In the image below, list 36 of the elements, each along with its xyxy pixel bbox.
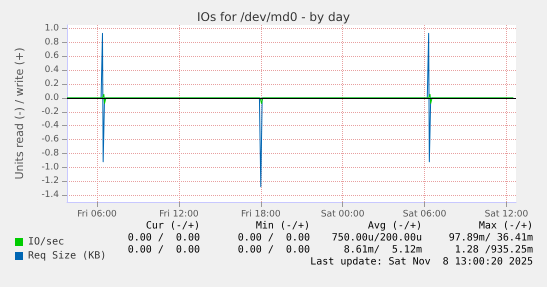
text: Max (-/+)	[478, 220, 533, 232]
y-tick-label: 0.6	[44, 51, 60, 62]
legend-label: IO/sec	[28, 236, 64, 248]
y-tick-label: -0.4	[41, 120, 60, 131]
text: 0.00 / 0.00	[128, 244, 200, 256]
x-tick-label: Fri 18:00	[241, 210, 281, 220]
text: Avg (-/+)	[368, 220, 422, 232]
y-tick-label: -0.2	[41, 106, 59, 117]
y-axis-title: Units read (-) / write (+)	[13, 47, 26, 180]
x-tick-label: Sat 00:00	[320, 210, 365, 220]
x-tick-label: Fri 12:00	[159, 210, 199, 220]
text: 8.61m/ 5.12m	[344, 244, 422, 256]
text: Cur (-/+)	[146, 220, 200, 232]
y-tick-label: -0.8	[41, 148, 60, 158]
chart-title: IOs for /dev/md0 - by day	[196, 10, 350, 24]
x-tick-label: Fri 06:00	[77, 210, 118, 220]
y-tick-label: 0.0	[44, 92, 60, 103]
text: Last update: Sat Nov 8 13:00:20 2025	[310, 256, 533, 268]
text: 0.00 / 0.00	[128, 232, 200, 244]
text: Min (-/+)	[256, 220, 310, 232]
y-tick-label: 0.2	[44, 79, 59, 89]
x-tick-label: Sat 12:00	[484, 210, 528, 220]
y-tick-label: 0.4	[44, 65, 60, 76]
text: 750.00u/200.00u	[332, 232, 422, 244]
y-tick-label: 1.0	[44, 23, 60, 34]
y-tick-label: 0.8	[44, 37, 60, 48]
y-tick-label: -0.6	[41, 134, 60, 145]
legend-label: Req Size (KB)	[28, 250, 106, 262]
x-tick-label: Sat 06:00	[402, 210, 447, 220]
text: 0.00 / 0.00	[238, 232, 310, 244]
text: 0.00 / 0.00	[238, 244, 310, 256]
y-tick-label: -1.4	[41, 190, 60, 200]
text: 1.28 /935.25m	[454, 244, 533, 256]
y-tick-label: -1.2	[41, 176, 59, 186]
y-tick-label: -1.0	[41, 162, 60, 172]
text: 97.89m/ 36.41m	[448, 232, 533, 244]
